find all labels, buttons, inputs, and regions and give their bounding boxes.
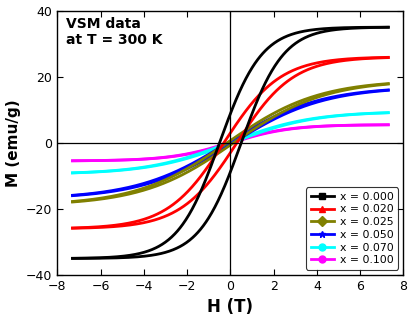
Y-axis label: M (emu/g): M (emu/g) bbox=[5, 99, 21, 187]
X-axis label: H (T): H (T) bbox=[207, 298, 254, 317]
Text: VSM data
at T = 300 K: VSM data at T = 300 K bbox=[66, 17, 162, 47]
Legend: x = 0.000, x = 0.020, x = 0.025, x = 0.050, x = 0.070, x = 0.100: x = 0.000, x = 0.020, x = 0.025, x = 0.0… bbox=[306, 187, 398, 270]
